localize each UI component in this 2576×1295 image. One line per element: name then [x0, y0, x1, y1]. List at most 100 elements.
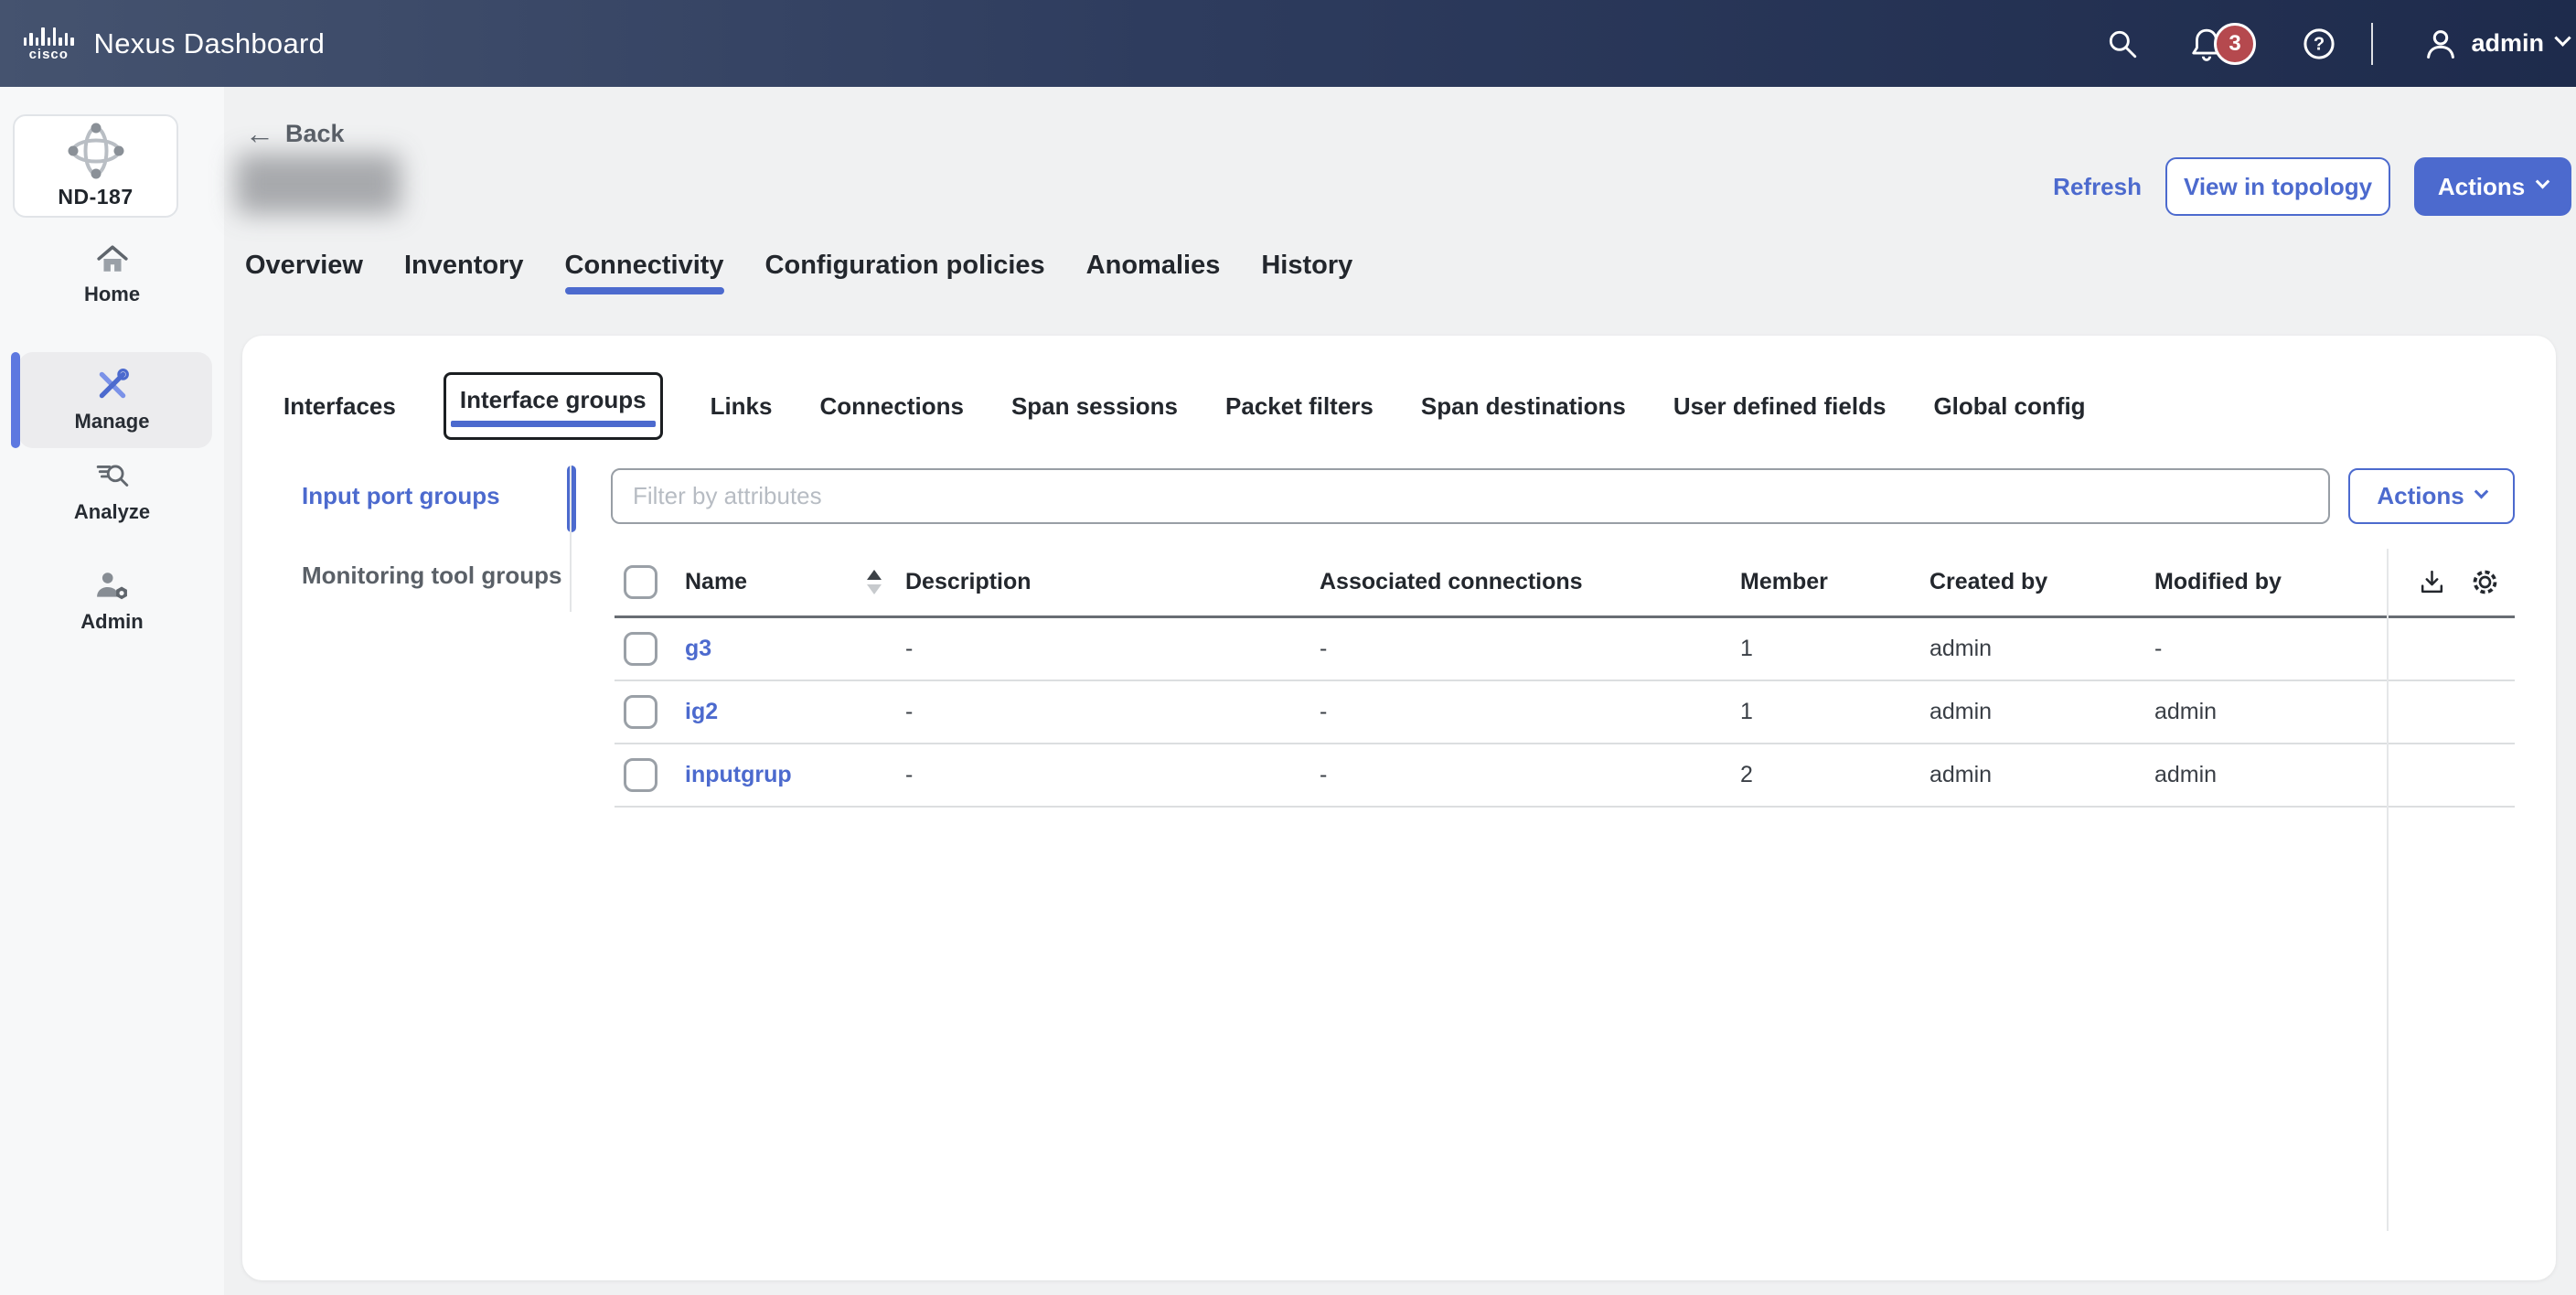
tab-connectivity[interactable]: Connectivity [564, 251, 724, 294]
cell-created-by: admin [1929, 762, 1993, 787]
manage-tools-icon [99, 368, 129, 398]
select-all-checkbox[interactable] [624, 565, 657, 599]
interface-groups-table: Name Description Associated connections … [615, 549, 2515, 1231]
subnav-active-indicator [567, 466, 576, 532]
table-column-divider [2387, 549, 2389, 1231]
user-menu[interactable]: admin [2423, 27, 2571, 61]
sidebar-item-label: Home [83, 283, 141, 305]
subtab-span-sessions[interactable]: Span sessions [1010, 391, 1179, 420]
cell-member: 1 [1740, 636, 1753, 661]
sidebar-item-label: Analyze [73, 500, 151, 523]
tab-inventory[interactable]: Inventory [403, 251, 524, 280]
notification-count-badge[interactable]: 3 [2214, 22, 2256, 65]
app-title: Nexus Dashboard [93, 27, 326, 59]
subtab-user-defined-fields[interactable]: User defined fields [1673, 391, 1887, 420]
column-header-associated-connections[interactable]: Associated connections [1320, 569, 1583, 594]
cluster-name: ND-187 [58, 185, 134, 209]
admin-user-gear-icon [96, 573, 127, 600]
device-title-redacted [236, 154, 401, 214]
subtab-interface-groups[interactable]: Interface groups [443, 372, 663, 440]
device-tabs: Overview Inventory Connectivity Configur… [245, 251, 1353, 294]
home-icon [96, 245, 128, 272]
sidebar-item-admin[interactable]: Admin [0, 570, 224, 634]
cluster-selector[interactable]: ND-187 [13, 114, 178, 218]
cell-description: - [905, 699, 914, 724]
actions-button[interactable]: Actions [2414, 157, 2571, 216]
table-row: ig2 - - 1 admin admin [615, 681, 2515, 744]
sort-ascending-icon [867, 570, 882, 580]
sort-descending-icon [867, 584, 882, 594]
group-name-link[interactable]: inputgrup [685, 762, 792, 787]
sidebar: ND-187 Home Manage Analyze [0, 87, 224, 1295]
sidebar-item-manage[interactable]: Manage [0, 352, 224, 448]
sidebar-item-home[interactable]: Home [0, 244, 224, 306]
active-item-indicator [11, 352, 20, 448]
row-checkbox[interactable] [624, 632, 657, 666]
subtab-span-destinations[interactable]: Span destinations [1420, 391, 1626, 420]
back-button[interactable]: ← Back [245, 117, 345, 150]
gear-icon[interactable] [2470, 567, 2500, 597]
cell-modified-by: admin [2154, 699, 2218, 724]
chevron-down-icon [2535, 174, 2550, 189]
row-checkbox[interactable] [624, 758, 657, 792]
view-in-topology-button[interactable]: View in topology [2165, 157, 2390, 216]
connectivity-subtabs: Interfaces Interface groups Links Connec… [283, 372, 2086, 440]
group-name-link[interactable]: ig2 [685, 699, 719, 724]
cisco-logo-icon: cisco [24, 26, 74, 62]
cell-associated-connections: - [1320, 636, 1328, 661]
analyze-search-icon [96, 465, 128, 487]
refresh-button[interactable]: Refresh [2053, 172, 2142, 200]
cell-modified-by: - [2154, 636, 2163, 661]
sort-toggle[interactable] [867, 570, 882, 594]
column-header-member[interactable]: Member [1740, 569, 1828, 594]
cisco-logo-text: cisco [28, 46, 69, 62]
back-arrow-icon: ← [245, 117, 274, 150]
notifications-bell-icon[interactable] [2190, 27, 2223, 61]
tab-configuration-policies[interactable]: Configuration policies [764, 251, 1045, 280]
active-item-background [18, 352, 212, 448]
subnav-input-port-groups[interactable]: Input port groups [302, 482, 500, 509]
row-checkbox[interactable] [624, 695, 657, 729]
table-row: g3 - - 1 admin - [615, 618, 2515, 681]
table-header-row: Name Description Associated connections … [615, 549, 2515, 618]
subnav-monitoring-tool-groups[interactable]: Monitoring tool groups [302, 562, 562, 589]
cell-created-by: admin [1929, 636, 1993, 661]
subtab-global-config[interactable]: Global config [1933, 391, 2086, 420]
cisco-logo-bars [24, 26, 74, 46]
user-icon [2423, 27, 2458, 61]
tab-anomalies[interactable]: Anomalies [1085, 251, 1221, 280]
group-name-link[interactable]: g3 [685, 636, 712, 661]
filter-input[interactable] [611, 468, 2330, 524]
header-divider [2371, 23, 2373, 65]
subtab-interfaces[interactable]: Interfaces [283, 391, 396, 420]
table-actions-button[interactable]: Actions [2348, 468, 2515, 524]
cell-associated-connections: - [1320, 699, 1328, 724]
sidebar-item-label: Manage [74, 409, 150, 433]
column-header-name[interactable]: Name [685, 569, 748, 594]
connectivity-panel: Interfaces Interface groups Links Connec… [242, 336, 2556, 1280]
cell-associated-connections: - [1320, 762, 1328, 787]
column-header-description[interactable]: Description [905, 569, 1031, 594]
chevron-down-icon [2554, 29, 2571, 47]
cell-description: - [905, 636, 914, 661]
tab-overview[interactable]: Overview [245, 251, 363, 280]
cell-member: 1 [1740, 699, 1753, 724]
app-header: cisco Nexus Dashboard 3 ? admin [0, 0, 2576, 87]
cell-member: 2 [1740, 762, 1753, 787]
table-row: inputgrup - - 2 admin admin [615, 744, 2515, 808]
subtab-links[interactable]: Links [710, 391, 773, 420]
sidebar-item-label: Admin [80, 610, 144, 633]
cell-modified-by: admin [2154, 762, 2218, 787]
help-icon[interactable]: ? [2302, 27, 2336, 61]
subtab-packet-filters[interactable]: Packet filters [1225, 391, 1374, 420]
column-header-modified-by[interactable]: Modified by [2154, 569, 2282, 594]
search-icon[interactable] [2106, 27, 2139, 60]
column-header-created-by[interactable]: Created by [1929, 569, 2048, 594]
chevron-down-icon [2474, 484, 2488, 498]
cluster-globe-icon [68, 123, 123, 179]
sidebar-item-analyze[interactable]: Analyze [0, 460, 224, 524]
download-icon[interactable] [2418, 568, 2446, 596]
user-name: admin [2471, 29, 2544, 57]
subtab-connections[interactable]: Connections [819, 391, 964, 420]
tab-history[interactable]: History [1261, 251, 1353, 280]
